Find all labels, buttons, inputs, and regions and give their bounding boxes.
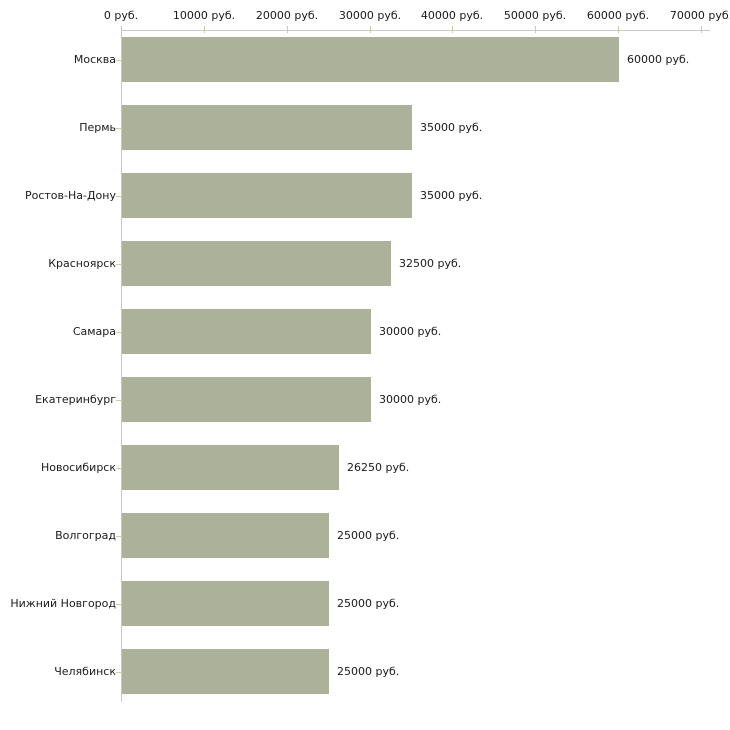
x-tick-label: 30000 руб. (338, 9, 402, 22)
x-tick (452, 26, 453, 33)
category-tick (116, 536, 121, 537)
category-label: Челябинск (54, 665, 116, 678)
category-label: Пермь (79, 121, 116, 134)
value-label: 35000 руб. (420, 121, 483, 134)
x-tick-label: 70000 руб. (669, 9, 730, 22)
bar (122, 581, 329, 626)
value-label: 32500 руб. (399, 257, 462, 270)
x-tick-label: 10000 руб. (172, 9, 236, 22)
category-tick (116, 400, 121, 401)
bar (122, 377, 371, 422)
value-label: 26250 руб. (347, 461, 410, 474)
value-label: 30000 руб. (379, 325, 442, 338)
x-axis-line (121, 30, 710, 31)
category-tick (116, 128, 121, 129)
value-label: 25000 руб. (337, 665, 400, 678)
category-tick (116, 60, 121, 61)
x-tick (370, 26, 371, 33)
category-label: Новосибирск (40, 461, 116, 474)
x-tick-label: 60000 руб. (586, 9, 650, 22)
bar (122, 513, 329, 558)
bar (122, 37, 619, 82)
y-axis-line (121, 30, 122, 702)
x-tick (618, 26, 619, 33)
x-tick (535, 26, 536, 33)
category-tick (116, 672, 121, 673)
value-label: 60000 руб. (627, 53, 690, 66)
category-label: Ростов-На-Дону (24, 189, 116, 202)
x-tick (204, 26, 205, 33)
bar (122, 173, 412, 218)
category-tick (116, 196, 121, 197)
x-tick (121, 26, 122, 33)
category-label: Самара (72, 325, 116, 338)
category-tick (116, 604, 121, 605)
bar (122, 445, 339, 490)
category-label: Нижний Новгород (10, 597, 116, 610)
category-tick (116, 264, 121, 265)
x-tick-label: 50000 руб. (503, 9, 567, 22)
x-tick (287, 26, 288, 33)
category-label: Волгоград (55, 529, 116, 542)
x-tick-label: 0 руб. (103, 9, 139, 22)
x-tick (701, 26, 702, 33)
category-label: Екатеринбург (35, 393, 116, 406)
bar (122, 649, 329, 694)
bar (122, 105, 412, 150)
value-label: 35000 руб. (420, 189, 483, 202)
x-tick-label: 40000 руб. (420, 9, 484, 22)
x-tick-label: 20000 руб. (255, 9, 319, 22)
bar (122, 241, 391, 286)
category-label: Москва (73, 53, 116, 66)
category-label: Красноярск (48, 257, 116, 270)
value-label: 30000 руб. (379, 393, 442, 406)
category-tick (116, 468, 121, 469)
bar (122, 309, 371, 354)
value-label: 25000 руб. (337, 597, 400, 610)
value-label: 25000 руб. (337, 529, 400, 542)
category-tick (116, 332, 121, 333)
